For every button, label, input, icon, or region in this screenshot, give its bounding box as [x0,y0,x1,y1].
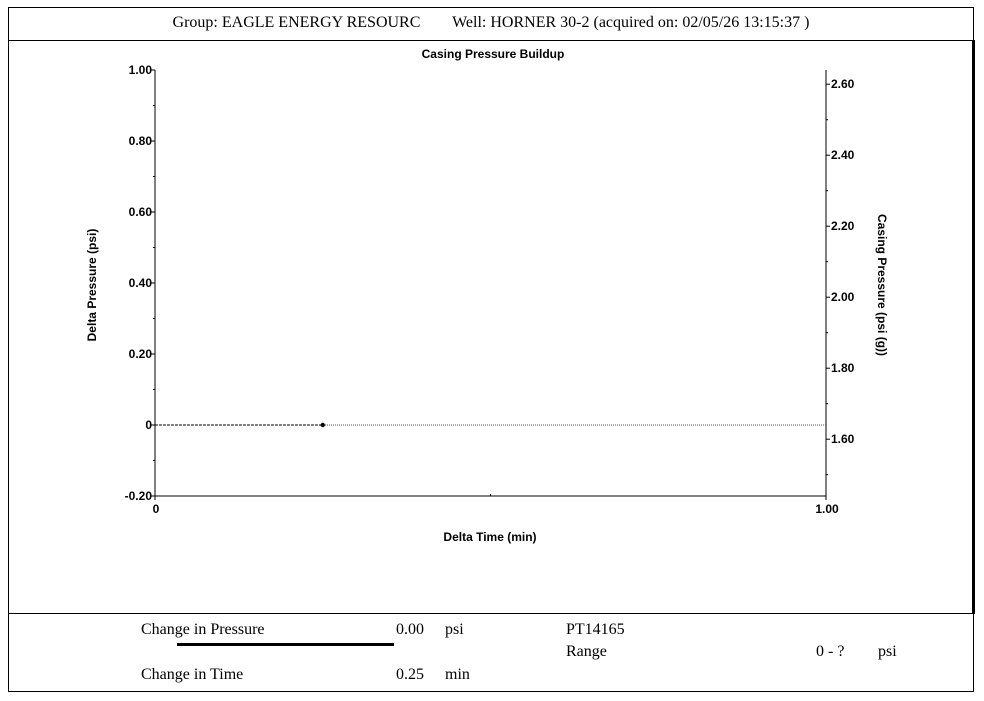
time-change-value: 0.25 [396,666,424,683]
group-label: Group: [172,14,218,31]
time-change-label: Change in Time [141,666,244,683]
chart-right-border [972,40,975,614]
fraction-bar [177,643,394,646]
y2-tick-label: 1.80 [831,361,855,375]
series-point [320,422,325,428]
y-tick-label: 0.80 [129,134,153,148]
y2-tick-label: 2.20 [831,219,855,233]
x-axis-title: Delta Time (min) [443,530,536,544]
range-value: 0 - ? [816,643,845,660]
y2-tick-label: 1.60 [831,432,855,446]
x-tick-label: 0 [153,502,160,516]
range-label: Range [566,643,607,660]
well-label: Well: [452,14,487,31]
y2-tick-label: 2.40 [831,148,855,162]
y-tick-label: 0.40 [129,276,153,290]
range-unit: psi [878,643,897,660]
sensor-id: PT14165 [566,621,625,638]
y2-tick-label: 2.00 [831,290,855,304]
y2-axis-title: Casing Pressure (psi (g)) [875,214,889,356]
pressure-change-label: Change in Pressure [141,621,265,638]
well-value: HORNER 30-2 [490,14,590,31]
header-divider [9,40,973,41]
report-frame: Group: EAGLE ENERGY RESOURC Well: HORNER… [8,7,975,692]
group-value: EAGLE ENERGY RESOURC [221,14,421,31]
y-tick-label: 1.00 [129,63,153,77]
pressure-change-unit: psi [445,621,464,638]
y2-tick-label: 2.60 [831,77,855,91]
y-tick-label: 0 [145,418,152,432]
chart-title: Casing Pressure Buildup [422,47,565,61]
y-tick-label: 0.60 [129,205,153,219]
time-change-unit: min [445,666,470,683]
report-header: Group: EAGLE ENERGY RESOURC Well: HORNER… [9,14,973,32]
y-tick-label: 0.20 [129,347,153,361]
footer-divider [9,613,973,614]
acquired-text: (acquired on: 02/05/26 13:15:37 ) [593,14,810,31]
y-tick-label: -0.20 [125,489,153,503]
y-axis-title: Delta Pressure (psi) [85,229,99,342]
pressure-change-value: 0.00 [396,621,424,638]
x-tick-label: 1.00 [815,502,839,516]
